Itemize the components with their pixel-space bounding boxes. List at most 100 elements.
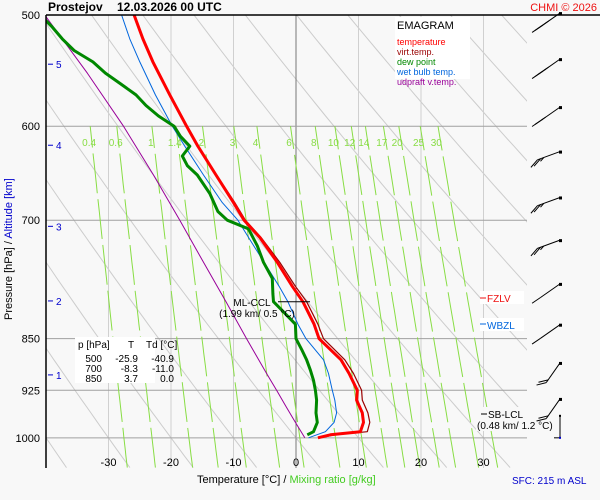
x-axis-title: Temperature [°C] / Mixing ratio [g/kg]	[197, 474, 376, 486]
datetime: 12.03.2026 00 UTC	[117, 0, 222, 14]
mixing-ratio-line	[256, 126, 305, 468]
wind-barb-head	[559, 397, 562, 401]
ml-ccl-label: ML-CCL	[233, 298, 271, 309]
mixing-ratio-label: 6	[286, 138, 292, 149]
mixing-ratio-label: 3	[230, 138, 236, 149]
dry-adiabat-line	[46, 99, 321, 468]
legend-entry-wet-bulb: wet bulb temp.	[396, 67, 456, 77]
wind-barb-staff	[537, 239, 561, 249]
x-tick-label: -20	[163, 457, 179, 469]
dry-adiabat-line	[530, 0, 600, 468]
legend-title: EMAGRAM	[397, 20, 454, 32]
mixing-ratio-label: 1	[148, 138, 154, 149]
wind-barb	[530, 239, 562, 257]
mixing-ratio-label: 30	[431, 138, 443, 149]
legend-entry-virt-temp: virt.temp.	[397, 47, 434, 57]
legend-entry-dew-point: dew point	[397, 57, 436, 67]
wind-barb-feather	[530, 205, 538, 214]
mixing-ratio-label: 1.4	[168, 138, 182, 149]
wind-barb-half-feather	[544, 20, 549, 25]
wind-barb-feather	[530, 159, 538, 168]
altitude-tick-label: 2	[56, 297, 62, 308]
mixing-ratio-label: 25	[413, 138, 425, 149]
wind-barb-head	[559, 196, 562, 200]
y-axis-title: Pressure [hPa] / Altitude [km]	[3, 178, 15, 320]
series-line-updraft	[46, 15, 306, 439]
wind-barb-head	[559, 58, 562, 62]
mixing-ratio-line	[151, 126, 194, 468]
y-tick-label: 925	[22, 385, 40, 397]
wind-barb-staff	[545, 362, 561, 383]
table-cell: 0.0	[160, 374, 174, 385]
mixing-ratio-label: 0.4	[82, 138, 96, 149]
dry-adiabat-line	[244, 15, 527, 351]
mixing-ratio-line	[398, 126, 457, 468]
table-header: p [hPa]	[78, 340, 110, 351]
mixing-ratio-label: 10	[328, 138, 340, 149]
dry-adiabat-line	[347, 15, 527, 223]
wbzl-bg	[480, 318, 524, 331]
y-axis-title-pressure: Pressure [hPa] /	[3, 239, 15, 320]
dry-adiabat-line	[449, 15, 527, 102]
dry-adiabat-line	[581, 0, 600, 468]
wind-barb-feather	[536, 418, 547, 422]
mixing-ratio-line	[116, 126, 156, 468]
wind-barb	[531, 106, 562, 127]
wind-barb-head	[559, 323, 562, 327]
wind-barb-head	[559, 150, 562, 154]
mixing-ratio-label: 20	[392, 138, 404, 149]
series-line-dew-point	[46, 18, 319, 437]
y-tick-label: 600	[22, 121, 40, 133]
wind-barb-feather	[531, 338, 541, 345]
table-cell: -25.9	[115, 354, 138, 365]
table-cell: 850	[85, 374, 102, 385]
mixing-ratio-line	[382, 126, 440, 468]
wind-barb-base	[559, 436, 561, 439]
mixing-ratio-line	[437, 126, 499, 468]
wind-barb-feather	[533, 158, 541, 167]
table-cell: -8.3	[121, 364, 139, 375]
altitude-tick-label: 3	[56, 222, 62, 233]
mixing-ratio-line	[314, 126, 367, 468]
mixing-ratio-label: 2	[198, 138, 204, 149]
mixing-ratio-line	[175, 126, 219, 468]
table-header: Td [°C]	[146, 340, 177, 351]
wind-barb-feather	[530, 248, 538, 257]
wind-barb-staff	[545, 398, 561, 419]
wind-barb-feather	[538, 415, 549, 419]
dry-adiabat-line	[46, 347, 131, 468]
table-cell: 3.7	[124, 374, 138, 385]
x-axis-title-temperature: Temperature [°C] /	[197, 474, 289, 486]
sb-lcl-detail: (0.48 km/ 1.2 °C)	[477, 421, 553, 432]
y-tick-label: 700	[22, 215, 40, 227]
mixing-ratio-line	[364, 126, 421, 468]
wind-barb	[531, 58, 562, 79]
y-axis-title-altitude: Altitude [km]	[3, 178, 15, 239]
wind-barb-feather	[533, 204, 541, 213]
dry-adiabat-line	[142, 15, 511, 468]
station-name: Prostejov	[48, 0, 103, 14]
wind-barb	[530, 196, 562, 214]
mixing-ratio-line	[419, 126, 480, 468]
summary-table-bg	[75, 337, 155, 383]
mixing-ratio-label: 4	[253, 138, 259, 149]
wind-barb-head	[559, 361, 562, 365]
wind-barb-head	[559, 12, 562, 16]
wind-barb-head	[559, 282, 562, 286]
surface-elevation: SFC: 215 m ASL	[512, 476, 587, 487]
altitude-tick-label: 1	[56, 371, 62, 382]
mixing-ratio-label: 0.6	[109, 138, 123, 149]
table-cell: -40.9	[151, 354, 174, 365]
x-tick-label: 10	[352, 457, 364, 469]
mixing-ratio-line	[334, 126, 388, 468]
dry-adiabat-line	[295, 15, 527, 286]
wind-barb-feather	[534, 118, 544, 125]
wind-barb-feather	[533, 246, 541, 256]
axes	[45, 14, 600, 468]
mixing-ratio-label: 12	[344, 138, 356, 149]
fzlv-label: FZLV	[487, 294, 511, 305]
wind-barb-head	[559, 239, 562, 243]
wind-barb	[530, 150, 562, 168]
grid-layer	[46, 0, 600, 468]
mixing-ratio-label: 14	[358, 138, 370, 149]
